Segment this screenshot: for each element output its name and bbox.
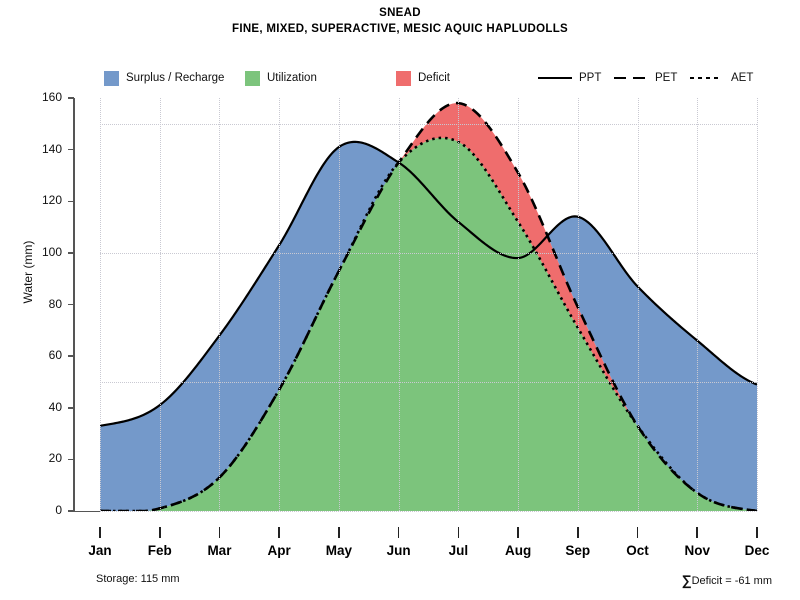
x-axis-tick-mark bbox=[99, 527, 101, 538]
legend-item-ppt: PPT bbox=[538, 68, 601, 88]
sigma-icon: ∑ bbox=[681, 572, 692, 588]
x-axis-tick-label: Dec bbox=[744, 543, 770, 558]
legend-label-utilization: Utilization bbox=[267, 72, 317, 84]
area-utilization bbox=[100, 137, 757, 511]
legend-label-pet: PET bbox=[655, 72, 678, 84]
legend-label-aet: AET bbox=[731, 72, 754, 84]
gridline-vertical bbox=[398, 98, 400, 511]
chart-title-block: SNEAD FINE, MIXED, SUPERACTIVE, MESIC AQ… bbox=[0, 6, 800, 37]
gridline-vertical bbox=[458, 98, 460, 511]
y-axis-tick-label: 60 bbox=[48, 348, 62, 363]
y-axis-tick-mark bbox=[68, 355, 74, 357]
x-axis-tick-label: Apr bbox=[267, 543, 291, 558]
chart-legend: Surplus / Recharge Utilization Deficit P… bbox=[0, 68, 800, 88]
x-axis-tick-mark bbox=[338, 527, 340, 538]
legend-swatch-deficit bbox=[396, 70, 411, 86]
x-axis-tick-label: May bbox=[325, 543, 353, 558]
gridline-vertical bbox=[100, 98, 101, 511]
gridline-vertical bbox=[697, 98, 699, 511]
area-deficit bbox=[400, 103, 637, 424]
y-axis-tick-mark bbox=[68, 97, 74, 99]
x-axis-tick-mark bbox=[158, 527, 161, 538]
y-axis-tick-label: 100 bbox=[41, 244, 62, 259]
y-axis-tick-label: 140 bbox=[41, 141, 62, 156]
legend-item-deficit: Deficit bbox=[396, 68, 450, 88]
legend-swatch-utilization bbox=[245, 70, 260, 86]
y-axis-tick-label: 20 bbox=[48, 451, 62, 466]
x-axis-tick-mark bbox=[756, 527, 758, 538]
deficit-annotation-text: Deficit = -61 mm bbox=[691, 575, 772, 587]
y-axis-tick-mark bbox=[68, 407, 74, 409]
x-axis-tick-mark bbox=[397, 527, 400, 538]
x-axis-tick-mark bbox=[278, 527, 280, 538]
y-axis-tick-mark bbox=[68, 510, 74, 512]
legend-swatch-surplus bbox=[104, 70, 119, 86]
line-pet bbox=[99, 101, 758, 513]
y-axis-tick-label: 80 bbox=[48, 296, 62, 311]
legend-label-ppt: PPT bbox=[579, 72, 602, 84]
y-axis-tick-label: 40 bbox=[48, 399, 62, 414]
gridline-vertical bbox=[757, 98, 758, 511]
storage-annotation: Storage: 115 mm bbox=[96, 573, 180, 585]
chart-canvas bbox=[99, 101, 758, 513]
gridline-horizontal bbox=[100, 381, 757, 383]
plot-area bbox=[99, 98, 758, 513]
x-axis-tick-mark bbox=[636, 527, 639, 538]
gridline-horizontal bbox=[100, 252, 757, 254]
area-surplus bbox=[100, 141, 398, 511]
x-axis-tick-label: Aug bbox=[504, 543, 532, 558]
page-title: SNEAD bbox=[379, 7, 421, 19]
legend-label-surplus: Surplus / Recharge bbox=[126, 72, 225, 84]
x-axis-tick-mark bbox=[696, 527, 699, 538]
legend-label-deficit: Deficit bbox=[418, 72, 450, 84]
x-axis-tick-mark bbox=[577, 527, 579, 538]
y-axis-tick-mark bbox=[68, 200, 74, 202]
area-surplus bbox=[547, 216, 757, 511]
gridline-vertical bbox=[577, 98, 579, 511]
gridline-vertical bbox=[637, 98, 639, 511]
y-axis-tick-mark bbox=[68, 458, 74, 461]
legend-item-utilization: Utilization bbox=[245, 68, 317, 88]
y-axis-tick-label: 0 bbox=[55, 503, 62, 517]
x-axis-tick-label: Jul bbox=[448, 543, 469, 558]
gridline-vertical bbox=[159, 98, 161, 511]
gridline-vertical bbox=[219, 98, 221, 511]
y-axis-tick-label: 160 bbox=[41, 90, 62, 104]
y-axis-label: Water (mm) bbox=[21, 240, 35, 304]
x-axis-tick-label: Jan bbox=[88, 543, 112, 558]
y-axis-tick-mark bbox=[68, 148, 74, 151]
gridline-horizontal bbox=[100, 511, 757, 512]
gridline-vertical bbox=[279, 98, 281, 511]
legend-item-aet: AET bbox=[690, 68, 753, 88]
x-axis-tick-mark bbox=[517, 527, 519, 538]
x-axis-tick-label: Feb bbox=[147, 543, 172, 558]
page-subtitle: FINE, MIXED, SUPERACTIVE, MESIC AQUIC HA… bbox=[232, 23, 568, 35]
legend-item-surplus: Surplus / Recharge bbox=[104, 68, 224, 88]
legend-item-pet: PET bbox=[614, 68, 677, 88]
y-axis-tick-mark bbox=[68, 252, 74, 254]
y-axis-tick-label: 120 bbox=[41, 193, 62, 208]
line-ppt bbox=[99, 140, 758, 427]
x-axis-tick-label: Jun bbox=[386, 543, 411, 558]
x-axis-tick-mark bbox=[457, 527, 460, 538]
x-axis-tick-label: Nov bbox=[684, 543, 711, 558]
x-axis-tick-label: Oct bbox=[626, 543, 649, 558]
gridline-vertical bbox=[338, 98, 340, 511]
x-axis-tick-label: Sep bbox=[565, 543, 591, 558]
y-axis-tick-mark bbox=[68, 303, 74, 306]
gridline-vertical bbox=[518, 98, 520, 511]
x-axis-tick-mark bbox=[218, 527, 221, 538]
x-axis-tick-label: Mar bbox=[207, 543, 232, 558]
gridline-horizontal bbox=[100, 123, 757, 125]
deficit-annotation: ∑Deficit = -61 mm bbox=[682, 572, 772, 588]
x-axis-line bbox=[73, 510, 101, 512]
